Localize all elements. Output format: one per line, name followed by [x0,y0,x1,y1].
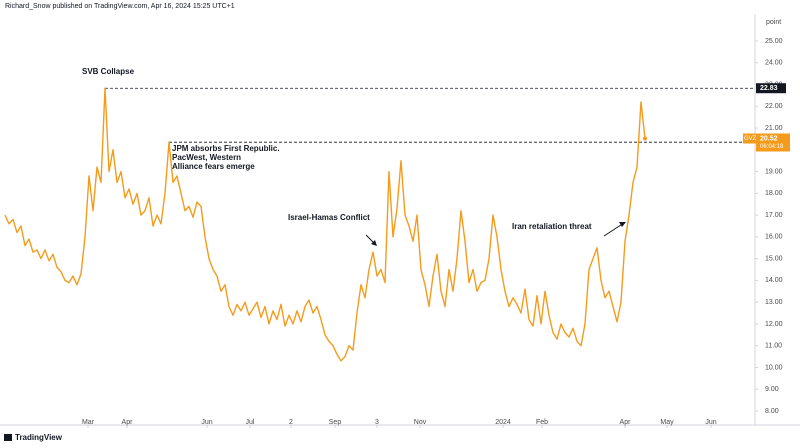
y-tick-label: 15.00 [765,255,783,262]
y-tick-label: 8.00 [765,408,779,415]
countdown: 06:04:18 [760,144,784,150]
annotation: Iran retaliation threat [512,222,592,231]
x-tick-label: Jun [705,419,716,426]
y-tick-label: 9.00 [765,386,779,393]
tradingview-logo: TradingView [4,433,63,442]
x-tick-label: Mar [82,419,95,426]
annotation: Israel-Hamas Conflict [288,213,370,222]
y-tick-label: 16.00 [765,234,783,241]
legend-name: GVZ [744,136,757,142]
x-tick-label: 2024 [495,419,511,426]
unit-label: point [766,19,781,26]
arrow [365,222,626,246]
annotation: PacWest, Western [172,153,241,162]
header: Richard_Snow published on TradingView.co… [5,3,235,10]
x-tick-label: Apr [620,419,632,426]
annotation: JPM absorbs First Republic. [172,144,280,153]
x-tick-label: Jul [246,419,255,426]
footer: TradingView [15,433,63,442]
x-tick-label: May [660,419,674,426]
x-tick-label: Sep [329,419,342,426]
level-badge [756,83,786,94]
x-tick-label: Nov [414,419,427,426]
y-tick-label: 10.00 [765,364,783,371]
x-tick-label: 3 [375,419,379,426]
x-tick-label: 2 [289,419,293,426]
x-tick-label: Feb [536,419,548,426]
symbol-badge [743,133,756,144]
y-tick-label: 14.00 [765,277,783,284]
y-tick-label: 17.00 [765,212,783,219]
series-line [4,87,646,362]
y-tick-label: 11.00 [765,343,782,350]
y-tick-label: 13.00 [765,299,783,306]
annotation: SVB Collapse [82,67,135,76]
x-tick-label: Apr [122,419,134,426]
annotation: Alliance fears emerge [172,162,255,171]
last-value: 20.52 [760,135,778,142]
level-label: 22.83 [760,85,778,92]
y-tick-label: 25.00 [765,38,783,45]
last-point [643,136,647,141]
x-tick-label: Jun [201,419,212,426]
y-tick-label: 22.00 [765,103,783,110]
y-tick-label: 24.00 [765,60,783,67]
price-badge [756,133,790,152]
y-tick-label: 21.00 [765,125,783,132]
y-tick-label: 12.00 [765,321,783,328]
y-tick-label: 18.00 [765,190,783,197]
y-tick-label: 19.00 [765,168,783,175]
